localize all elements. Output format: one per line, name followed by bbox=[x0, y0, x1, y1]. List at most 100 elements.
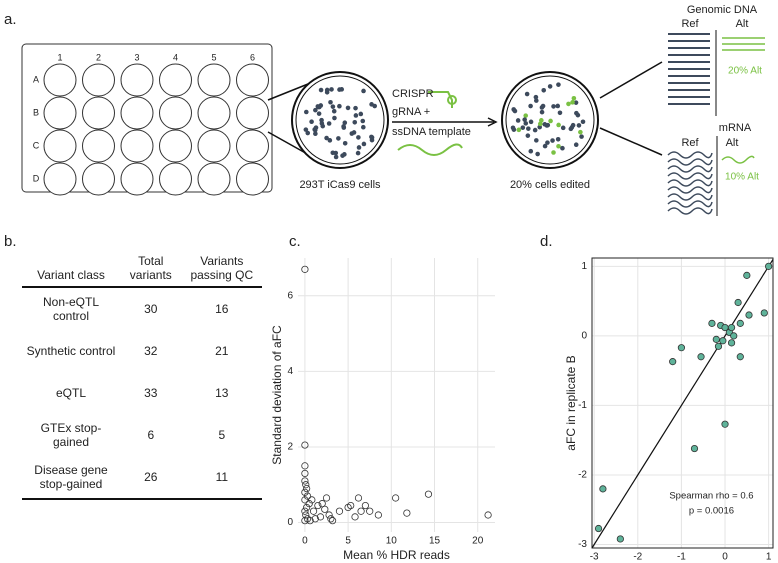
cell bbox=[358, 111, 364, 117]
point bbox=[354, 494, 363, 502]
well bbox=[236, 129, 269, 163]
x-tick-label: 0 bbox=[302, 536, 308, 547]
point bbox=[677, 344, 686, 352]
point bbox=[712, 335, 720, 343]
point bbox=[301, 477, 309, 485]
cell bbox=[537, 121, 543, 127]
point bbox=[301, 441, 309, 449]
ssdna bbox=[397, 143, 463, 156]
point bbox=[347, 501, 355, 510]
point bbox=[301, 507, 309, 515]
alt-label: Alt bbox=[736, 18, 749, 30]
point bbox=[305, 500, 313, 508]
cell bbox=[560, 125, 566, 131]
y-tick-label: 1 bbox=[581, 261, 587, 272]
cell bbox=[556, 143, 561, 149]
cell bbox=[573, 100, 579, 105]
well bbox=[82, 63, 115, 97]
point bbox=[765, 262, 773, 270]
point bbox=[361, 501, 369, 510]
x-tick-label: -1 bbox=[677, 552, 686, 563]
cell bbox=[526, 126, 531, 131]
cell: 33 bbox=[144, 386, 158, 400]
cell bbox=[528, 148, 534, 154]
point bbox=[690, 444, 699, 453]
dish-inner bbox=[295, 75, 385, 165]
cell bbox=[571, 95, 577, 101]
cell bbox=[580, 119, 586, 125]
plot-frame bbox=[591, 257, 774, 549]
point bbox=[727, 323, 736, 332]
panel-label: a. bbox=[4, 11, 17, 28]
x-tick-label: -3 bbox=[590, 552, 599, 563]
cell: 11 bbox=[181, 456, 262, 500]
point bbox=[303, 515, 312, 523]
cell bbox=[342, 152, 347, 157]
point bbox=[314, 501, 322, 510]
alt-label: Alt bbox=[726, 137, 739, 149]
point bbox=[736, 353, 744, 361]
cell bbox=[510, 125, 516, 131]
cell: 32 bbox=[144, 344, 158, 358]
reagent: ssDNA template bbox=[392, 126, 471, 138]
point bbox=[309, 507, 318, 515]
cell: 13 bbox=[215, 386, 229, 400]
cell bbox=[318, 87, 324, 93]
point bbox=[357, 507, 365, 515]
cell bbox=[341, 124, 346, 129]
mrna-ref bbox=[667, 172, 713, 180]
cell bbox=[333, 150, 339, 156]
cell bbox=[319, 121, 325, 126]
point bbox=[760, 309, 768, 317]
x-tick-label: -2 bbox=[633, 552, 642, 563]
y-tick-label: 2 bbox=[287, 442, 293, 453]
cell bbox=[528, 103, 533, 109]
cell bbox=[555, 103, 561, 109]
cell bbox=[550, 138, 555, 143]
point bbox=[306, 517, 314, 525]
cell bbox=[525, 133, 531, 138]
point bbox=[311, 515, 319, 523]
point bbox=[730, 332, 738, 340]
x-tick-label: 20 bbox=[472, 536, 484, 547]
cell bbox=[555, 136, 561, 142]
point bbox=[599, 485, 607, 493]
point bbox=[424, 490, 433, 498]
arrow bbox=[599, 61, 663, 99]
cell bbox=[324, 87, 330, 93]
y-tick-label: 4 bbox=[287, 366, 293, 377]
row: Synthetic control 32 21 bbox=[22, 330, 262, 372]
well bbox=[43, 162, 77, 196]
caption: 20% cells edited bbox=[510, 179, 590, 191]
grna-loop bbox=[447, 95, 457, 105]
cell bbox=[316, 111, 322, 116]
well bbox=[197, 96, 231, 130]
x-tick-label: 15 bbox=[429, 536, 441, 547]
cell bbox=[511, 107, 516, 112]
cell bbox=[516, 127, 522, 133]
well bbox=[197, 63, 231, 97]
point bbox=[745, 311, 753, 319]
point bbox=[335, 507, 344, 515]
cell bbox=[356, 145, 362, 150]
cell bbox=[349, 131, 355, 136]
mrna-ref bbox=[667, 186, 713, 194]
cell bbox=[352, 119, 358, 125]
cell bbox=[570, 122, 576, 128]
y-tick-label: -2 bbox=[578, 470, 587, 481]
row: eQTL 33 13 bbox=[22, 372, 262, 414]
x-tick-label: 5 bbox=[345, 536, 351, 547]
annotation: Spearman rho = 0.6 bbox=[669, 491, 753, 502]
well bbox=[43, 63, 77, 97]
cell bbox=[361, 124, 366, 130]
cell bbox=[545, 140, 550, 145]
plate-column-label: 3 bbox=[134, 52, 139, 62]
y-tick-label: 0 bbox=[287, 517, 293, 528]
cell bbox=[542, 122, 548, 127]
cell bbox=[528, 119, 534, 125]
y-tick-label: 0 bbox=[581, 331, 587, 342]
point bbox=[366, 507, 374, 515]
annotation: p = 0.0016 bbox=[689, 506, 734, 517]
x-tick-label: 0 bbox=[722, 552, 728, 563]
